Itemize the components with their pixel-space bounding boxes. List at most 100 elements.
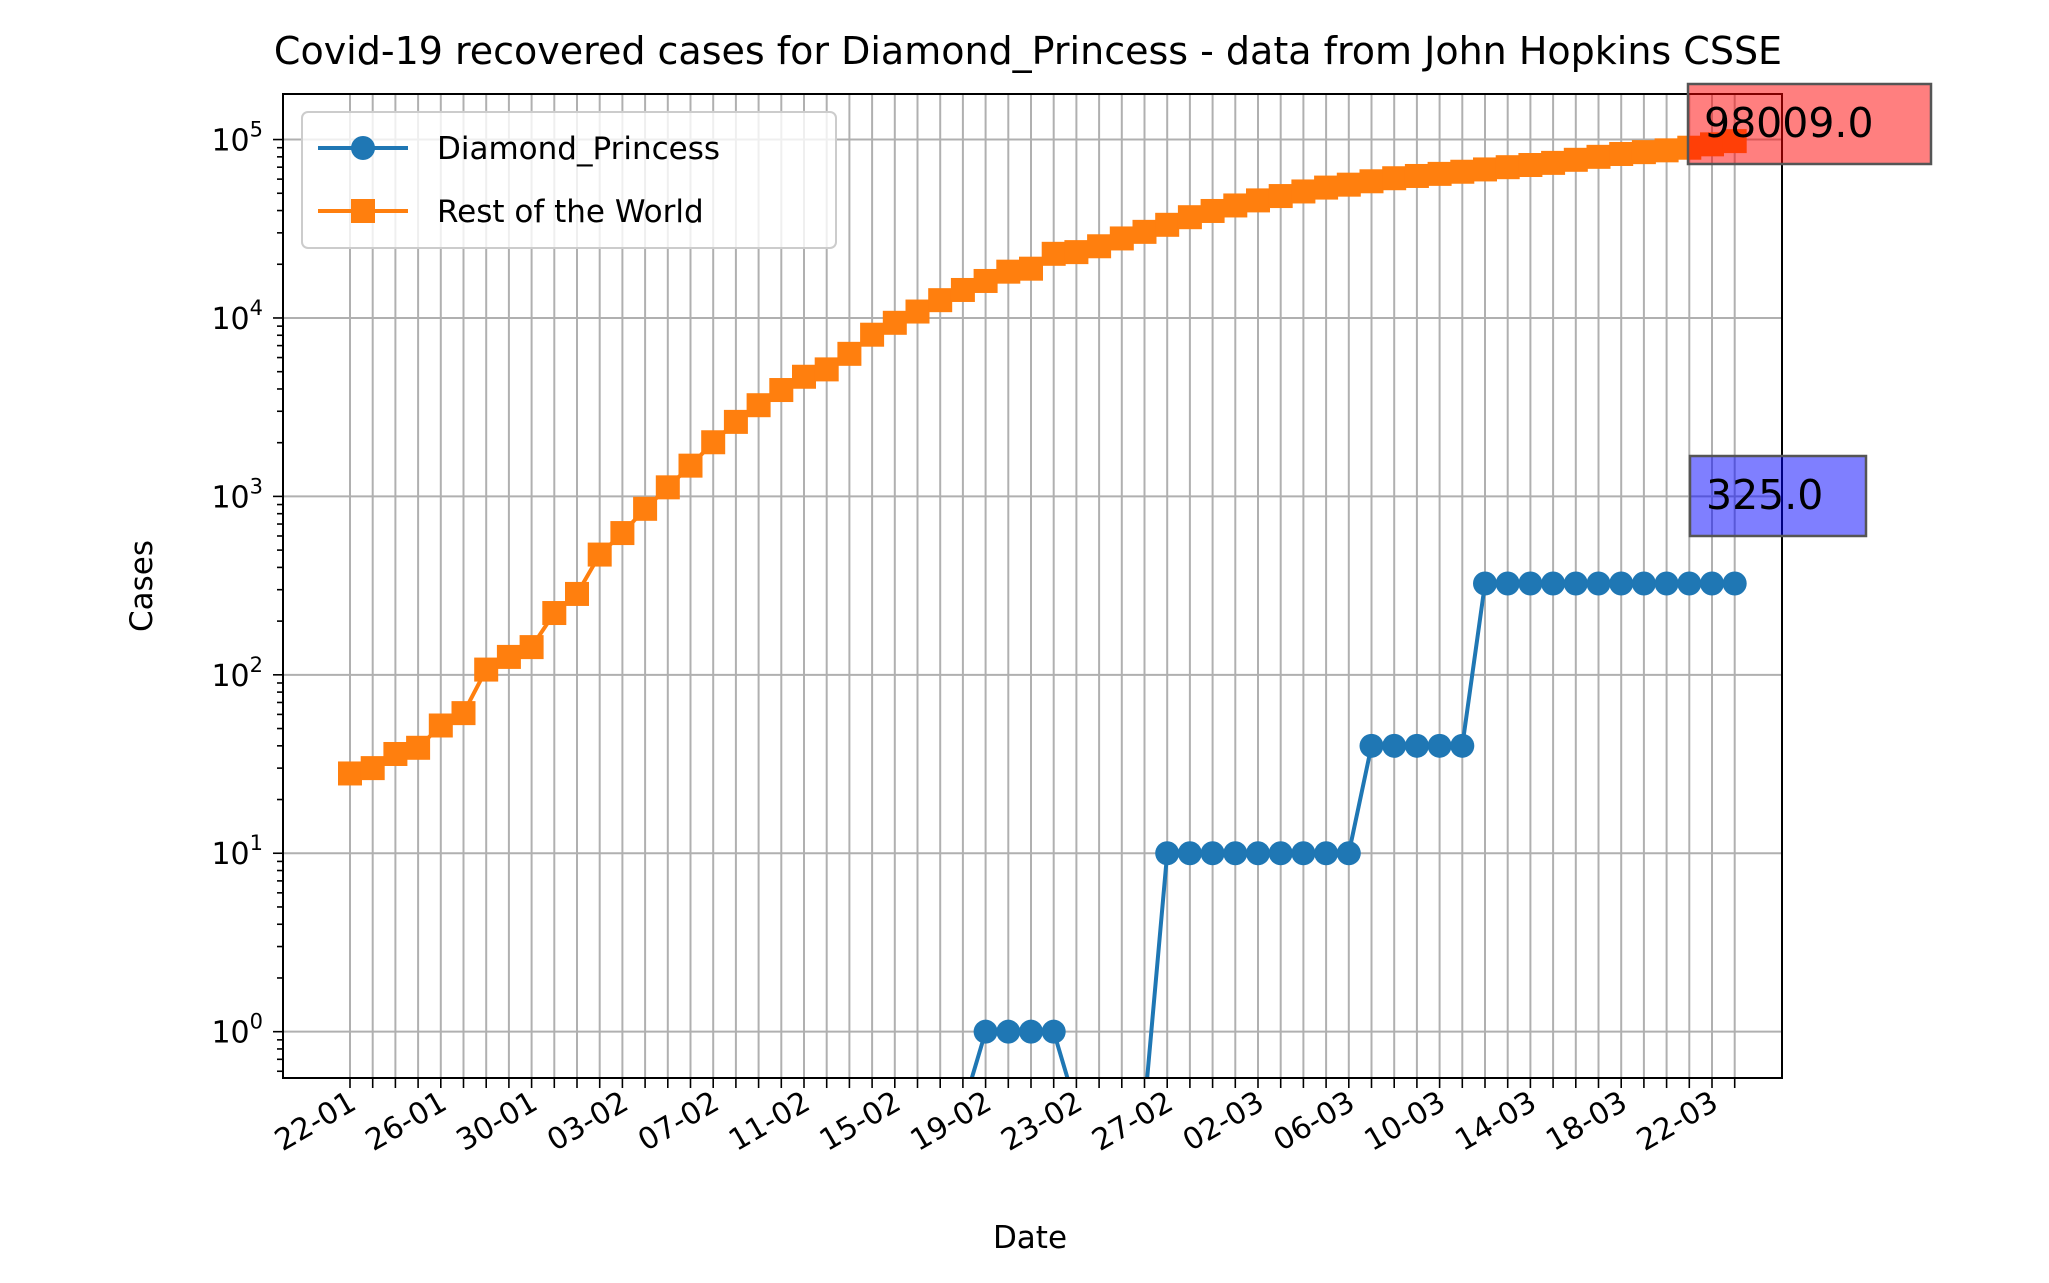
data-point (1064, 240, 1089, 265)
y-tick-label: 103 (211, 474, 263, 515)
x-tick-label: 11-02 (723, 1085, 816, 1159)
data-point (1268, 184, 1293, 209)
data-point (1518, 571, 1543, 596)
data-point (1336, 172, 1361, 197)
data-point (1155, 841, 1180, 866)
x-tick-label: 07-02 (632, 1085, 725, 1159)
x-tick-label: 19-02 (905, 1085, 998, 1159)
data-point (950, 277, 975, 302)
y-tick-label: 102 (211, 653, 263, 694)
data-point (1019, 1019, 1043, 1044)
x-tick-label: 23-02 (995, 1085, 1088, 1159)
data-point (1563, 147, 1588, 172)
annotation-layer: 98009.0 325.0 (1686, 82, 1933, 538)
data-point (1631, 140, 1656, 165)
data-point (996, 259, 1021, 284)
annotation-label: 325.0 (1706, 471, 1823, 519)
data-point (1019, 256, 1043, 281)
data-point (701, 430, 726, 455)
plot-frame (282, 93, 1783, 1079)
data-point (1177, 841, 1202, 866)
x-axis-label: Date (993, 1220, 1067, 1256)
data-point (1382, 733, 1407, 758)
y-axis-label: Cases (124, 540, 160, 632)
data-point (905, 299, 930, 324)
data-point (792, 364, 816, 389)
legend-marker (351, 136, 375, 160)
data-point (678, 453, 703, 478)
y-tick-label: 105 (211, 118, 263, 159)
data-point (519, 635, 544, 660)
x-tick-label: 27-02 (1086, 1085, 1179, 1159)
x-tick-label: 02-03 (1177, 1085, 1270, 1159)
data-point (406, 735, 431, 760)
legend-label: Rest of the World (437, 194, 704, 230)
data-point (769, 378, 794, 403)
x-tick-label: 18-03 (1540, 1085, 1633, 1159)
data-point (746, 393, 771, 418)
data-point (474, 657, 499, 682)
data-point (1404, 163, 1429, 188)
data-point (542, 601, 567, 626)
data-point (1087, 234, 1112, 259)
x-tick-label: 14-03 (1449, 1085, 1542, 1159)
data-point (1586, 144, 1611, 169)
data-point (565, 581, 589, 606)
data-point (1132, 219, 1157, 244)
data-point (428, 713, 453, 738)
data-point (928, 288, 953, 313)
data-point (1291, 179, 1316, 204)
x-tick-label: 30-01 (451, 1085, 544, 1159)
data-point (496, 644, 521, 669)
data-point (1359, 733, 1384, 758)
data-point (1427, 161, 1452, 186)
data-point (1654, 571, 1679, 596)
x-tick-label: 06-03 (1268, 1085, 1361, 1159)
annotation-label: 98009.0 (1704, 99, 1874, 147)
data-point (1631, 571, 1656, 596)
data-point (451, 701, 476, 726)
y-tick-label: 104 (211, 296, 263, 337)
legend: Diamond_Princess Rest of the World (301, 111, 837, 249)
data-point (587, 542, 612, 567)
data-point (1654, 138, 1679, 163)
data-point (1700, 571, 1724, 596)
data-point (1223, 193, 1248, 218)
data-point (1155, 212, 1180, 237)
data-point (1314, 841, 1339, 866)
data-point (1382, 166, 1407, 191)
data-point (723, 409, 748, 434)
data-point (1109, 226, 1134, 251)
data-point (1041, 241, 1066, 266)
data-point (1473, 571, 1497, 596)
data-point (1041, 1019, 1066, 1044)
annotation-box (1688, 454, 1868, 538)
data-point (1609, 141, 1634, 166)
data-point (655, 475, 680, 500)
data-point (860, 322, 885, 347)
data-point (360, 756, 385, 781)
data-point (1404, 733, 1429, 758)
data-point (1223, 841, 1248, 866)
data-point (1200, 198, 1225, 223)
data-point (610, 521, 635, 546)
data-point (1359, 169, 1384, 194)
x-tick-label: 22-03 (1631, 1085, 1724, 1159)
data-point (1495, 155, 1520, 180)
data-point (1609, 571, 1634, 596)
data-point (338, 761, 362, 786)
data-point (633, 496, 658, 521)
legend-marker (351, 199, 375, 223)
data-point (837, 341, 862, 366)
data-point (1722, 571, 1747, 596)
data-point (1518, 153, 1543, 178)
data-point (973, 268, 998, 293)
data-point (1200, 841, 1225, 866)
y-tick-label: 100 (211, 1010, 263, 1051)
data-point (383, 741, 408, 766)
data-point (1336, 841, 1361, 866)
data-point (814, 357, 839, 382)
x-tick-label: 26-01 (360, 1085, 453, 1159)
data-point (1177, 205, 1202, 230)
data-point (1246, 841, 1270, 866)
